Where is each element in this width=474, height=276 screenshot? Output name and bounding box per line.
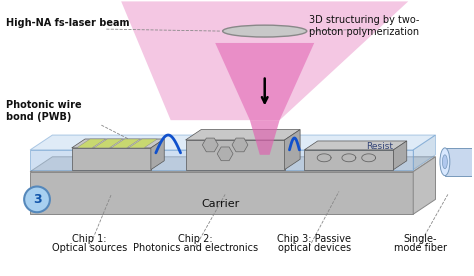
Text: Resist: Resist	[366, 142, 393, 151]
Polygon shape	[72, 139, 164, 148]
Circle shape	[24, 187, 50, 212]
Polygon shape	[30, 150, 413, 170]
Text: Chip 2:: Chip 2:	[178, 234, 213, 244]
Text: Chip 1:: Chip 1:	[72, 234, 107, 244]
Polygon shape	[232, 138, 248, 152]
Text: Chip 3: Passive: Chip 3: Passive	[277, 234, 351, 244]
Polygon shape	[111, 139, 140, 148]
Text: optical devices: optical devices	[278, 243, 351, 253]
Text: Photonics and electronics: Photonics and electronics	[133, 243, 258, 253]
Polygon shape	[393, 141, 407, 170]
Text: Carrier: Carrier	[201, 199, 239, 209]
Text: Single-: Single-	[403, 234, 437, 244]
Text: 3: 3	[33, 193, 41, 206]
Polygon shape	[250, 120, 280, 155]
Polygon shape	[215, 43, 314, 120]
Ellipse shape	[223, 25, 307, 37]
Polygon shape	[217, 147, 233, 161]
Polygon shape	[304, 141, 407, 150]
Polygon shape	[30, 172, 413, 214]
Polygon shape	[128, 139, 157, 148]
Ellipse shape	[440, 148, 450, 176]
Ellipse shape	[442, 155, 447, 169]
Polygon shape	[94, 139, 123, 148]
Polygon shape	[77, 139, 105, 148]
Text: mode fiber: mode fiber	[393, 243, 447, 253]
Text: 3D structuring by two-
photon polymerization: 3D structuring by two- photon polymeriza…	[309, 15, 419, 37]
Polygon shape	[72, 148, 151, 170]
Polygon shape	[284, 130, 300, 170]
Text: Photonic wire
bond (PWB): Photonic wire bond (PWB)	[6, 100, 82, 122]
Polygon shape	[304, 150, 393, 170]
Polygon shape	[445, 148, 474, 176]
Polygon shape	[121, 1, 408, 120]
Text: Optical sources: Optical sources	[52, 243, 127, 253]
Polygon shape	[185, 130, 300, 140]
Text: High-NA fs-laser beam: High-NA fs-laser beam	[6, 18, 130, 28]
Polygon shape	[413, 157, 436, 214]
Polygon shape	[185, 140, 284, 170]
Polygon shape	[30, 157, 436, 172]
Polygon shape	[413, 135, 436, 170]
Polygon shape	[202, 138, 218, 152]
Polygon shape	[30, 135, 436, 150]
Polygon shape	[151, 139, 164, 170]
